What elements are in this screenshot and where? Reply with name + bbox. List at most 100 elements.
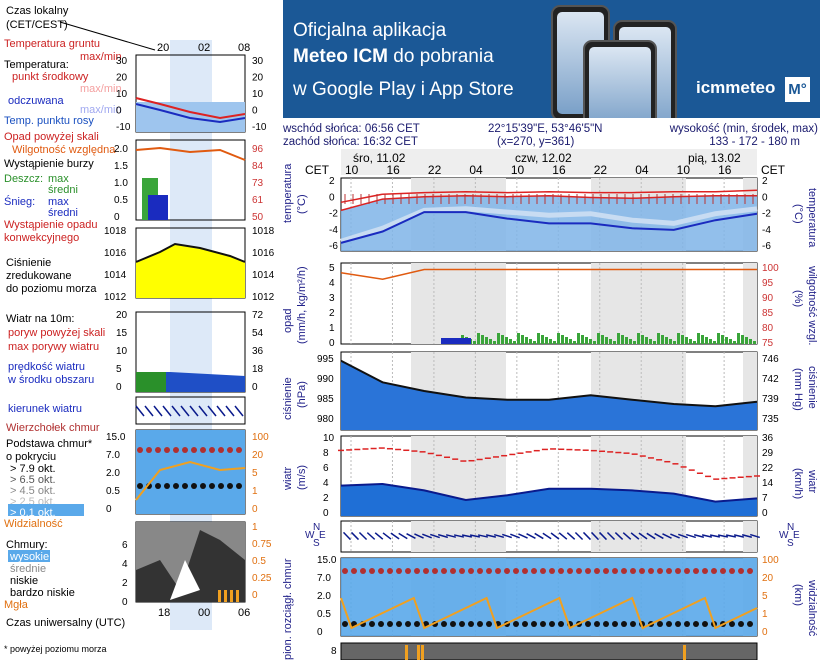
legend-wind-tick-r: 54	[252, 328, 264, 339]
mid-temp-line	[340, 195, 757, 212]
legend-snow-mean: średni	[48, 207, 78, 219]
legend-cloud-base	[200, 483, 206, 489]
cloud-base-dot	[738, 621, 744, 627]
legend-storm: Wystąpienie burzy	[4, 158, 94, 170]
panel-frame	[340, 262, 758, 345]
rain-bar	[577, 333, 580, 344]
day-label: czw, 12.02	[515, 151, 572, 165]
legend-wind-at: Wiatr na 10m:	[6, 313, 74, 325]
rain-bar	[745, 337, 748, 344]
legend-pressure-area	[136, 244, 245, 298]
legend-temp-tick-l: 30	[116, 56, 128, 67]
cloud-tick-r: 20	[762, 573, 774, 584]
wind-tick-r: 22	[762, 463, 774, 474]
phone-image	[583, 40, 657, 118]
grid-text: (x=270, y=361)	[497, 136, 575, 148]
legend-press-tick-r: 1018	[252, 226, 275, 237]
cloud-base-dot	[450, 621, 456, 627]
legend-precip-tick-r: 50	[252, 212, 264, 223]
legend-temp-tick-l: 20	[116, 73, 128, 84]
legend-wind-speed-2: w środku obszaru	[7, 374, 94, 386]
legend-visibility-label: Widzialność	[4, 518, 63, 530]
wind-arrow	[542, 532, 552, 540]
app-banner[interactable]: Oficjalna aplikacja Meteo ICM do pobrani…	[283, 0, 820, 118]
cloud-top-dot	[414, 568, 420, 574]
cloud-base-dot	[747, 621, 753, 627]
legend-wind-arrow	[207, 405, 217, 417]
cloud-tick-l: 0	[317, 627, 323, 638]
cloud-base-dot	[441, 621, 447, 627]
cloud-base-dot	[486, 621, 492, 627]
temp-tick-l: -4	[329, 225, 338, 236]
wind-label-l: wiatr	[283, 466, 294, 491]
legend-temp-tick-l: 0	[116, 106, 122, 117]
cloud-top-dot	[675, 568, 681, 574]
legend-cloud-bg	[136, 430, 245, 514]
wind-arrow	[741, 534, 753, 538]
snow-bar	[441, 338, 471, 344]
rain-bar	[705, 337, 708, 344]
precip-unit-l: (mm/h, kg/m²/h)	[296, 266, 308, 344]
hour-label: 16	[552, 163, 566, 177]
cloud-tick-r: 1	[762, 609, 768, 620]
wind-arrow	[685, 533, 697, 539]
legend-temp-tick-r: 10	[252, 89, 264, 100]
legend-cloud-tick-l: 7.0	[106, 450, 120, 461]
legend-wind-tick-r: 72	[252, 310, 264, 321]
rain-bar	[657, 333, 660, 344]
meteogram-main: wschód słońca: 06:56 CET zachód słońca: …	[283, 118, 820, 660]
legend-fog-bar	[236, 590, 239, 602]
legend-pressure-3: do poziomu morza	[6, 283, 97, 295]
legend-cover-low	[136, 530, 245, 602]
cloud-base-dot	[342, 621, 348, 627]
temp-tick-r: -2	[762, 209, 771, 220]
rain-bar	[505, 337, 508, 344]
rain-bar	[661, 335, 664, 344]
rain-bar	[729, 339, 732, 344]
wind-arrow	[430, 533, 440, 539]
legend-cloud-top	[200, 447, 206, 453]
legend-wind-arrow	[180, 405, 190, 417]
rain-bar	[669, 339, 672, 344]
temp-tick-l: 2	[329, 176, 335, 187]
legend-precip-tick-r: 96	[252, 144, 264, 155]
legend-wind-arrow	[216, 405, 226, 417]
legend-press-tick-r: 1016	[252, 248, 275, 259]
legend-wind-dir: kierunek wiatru	[8, 403, 82, 415]
rain-bar	[641, 335, 644, 344]
cloud-top-dot	[612, 568, 618, 574]
wind-arrow	[461, 534, 473, 538]
legend-max-gusts: max porywy wiatru	[8, 341, 99, 353]
compass-s: S	[787, 538, 794, 549]
legend-wind-tick-r: 18	[252, 364, 264, 375]
rain-bar	[561, 335, 564, 344]
press-unit-r: (mm Hg)	[792, 368, 804, 411]
compass-n: N	[313, 522, 320, 533]
cloud-tick-l: 0.5	[317, 609, 331, 620]
legend-cloud-base	[155, 483, 161, 489]
cloud-unit-r: (km)	[792, 584, 804, 606]
sunrise-text: wschód słońca: 06:56 CET	[283, 123, 420, 135]
fog-bar	[683, 645, 686, 660]
cloud-top-dot	[369, 568, 375, 574]
wind-arrow	[406, 533, 416, 539]
legend-clouds: Chmury:	[6, 539, 48, 551]
legend-snow-max: max	[48, 196, 69, 208]
wind-tick-r: 14	[762, 478, 774, 489]
cloud-top-dot	[540, 568, 546, 574]
precip-tick-l: 3	[329, 293, 335, 304]
rain-bar	[677, 333, 680, 344]
fog-bar	[421, 645, 424, 660]
rain-bar	[509, 339, 512, 344]
wind-arrow	[662, 533, 672, 539]
legend-cover-tick-r: 1	[252, 522, 258, 533]
cloud-tick-r: 0	[762, 627, 768, 638]
legend-cloud-tick-r: 20	[252, 450, 264, 461]
wind-arrow	[582, 531, 592, 541]
compass-s: S	[313, 538, 320, 549]
cloud-base-dot	[603, 621, 609, 627]
legend-wind-tick-l: 15	[116, 328, 128, 339]
cloud-top-dot	[558, 568, 564, 574]
